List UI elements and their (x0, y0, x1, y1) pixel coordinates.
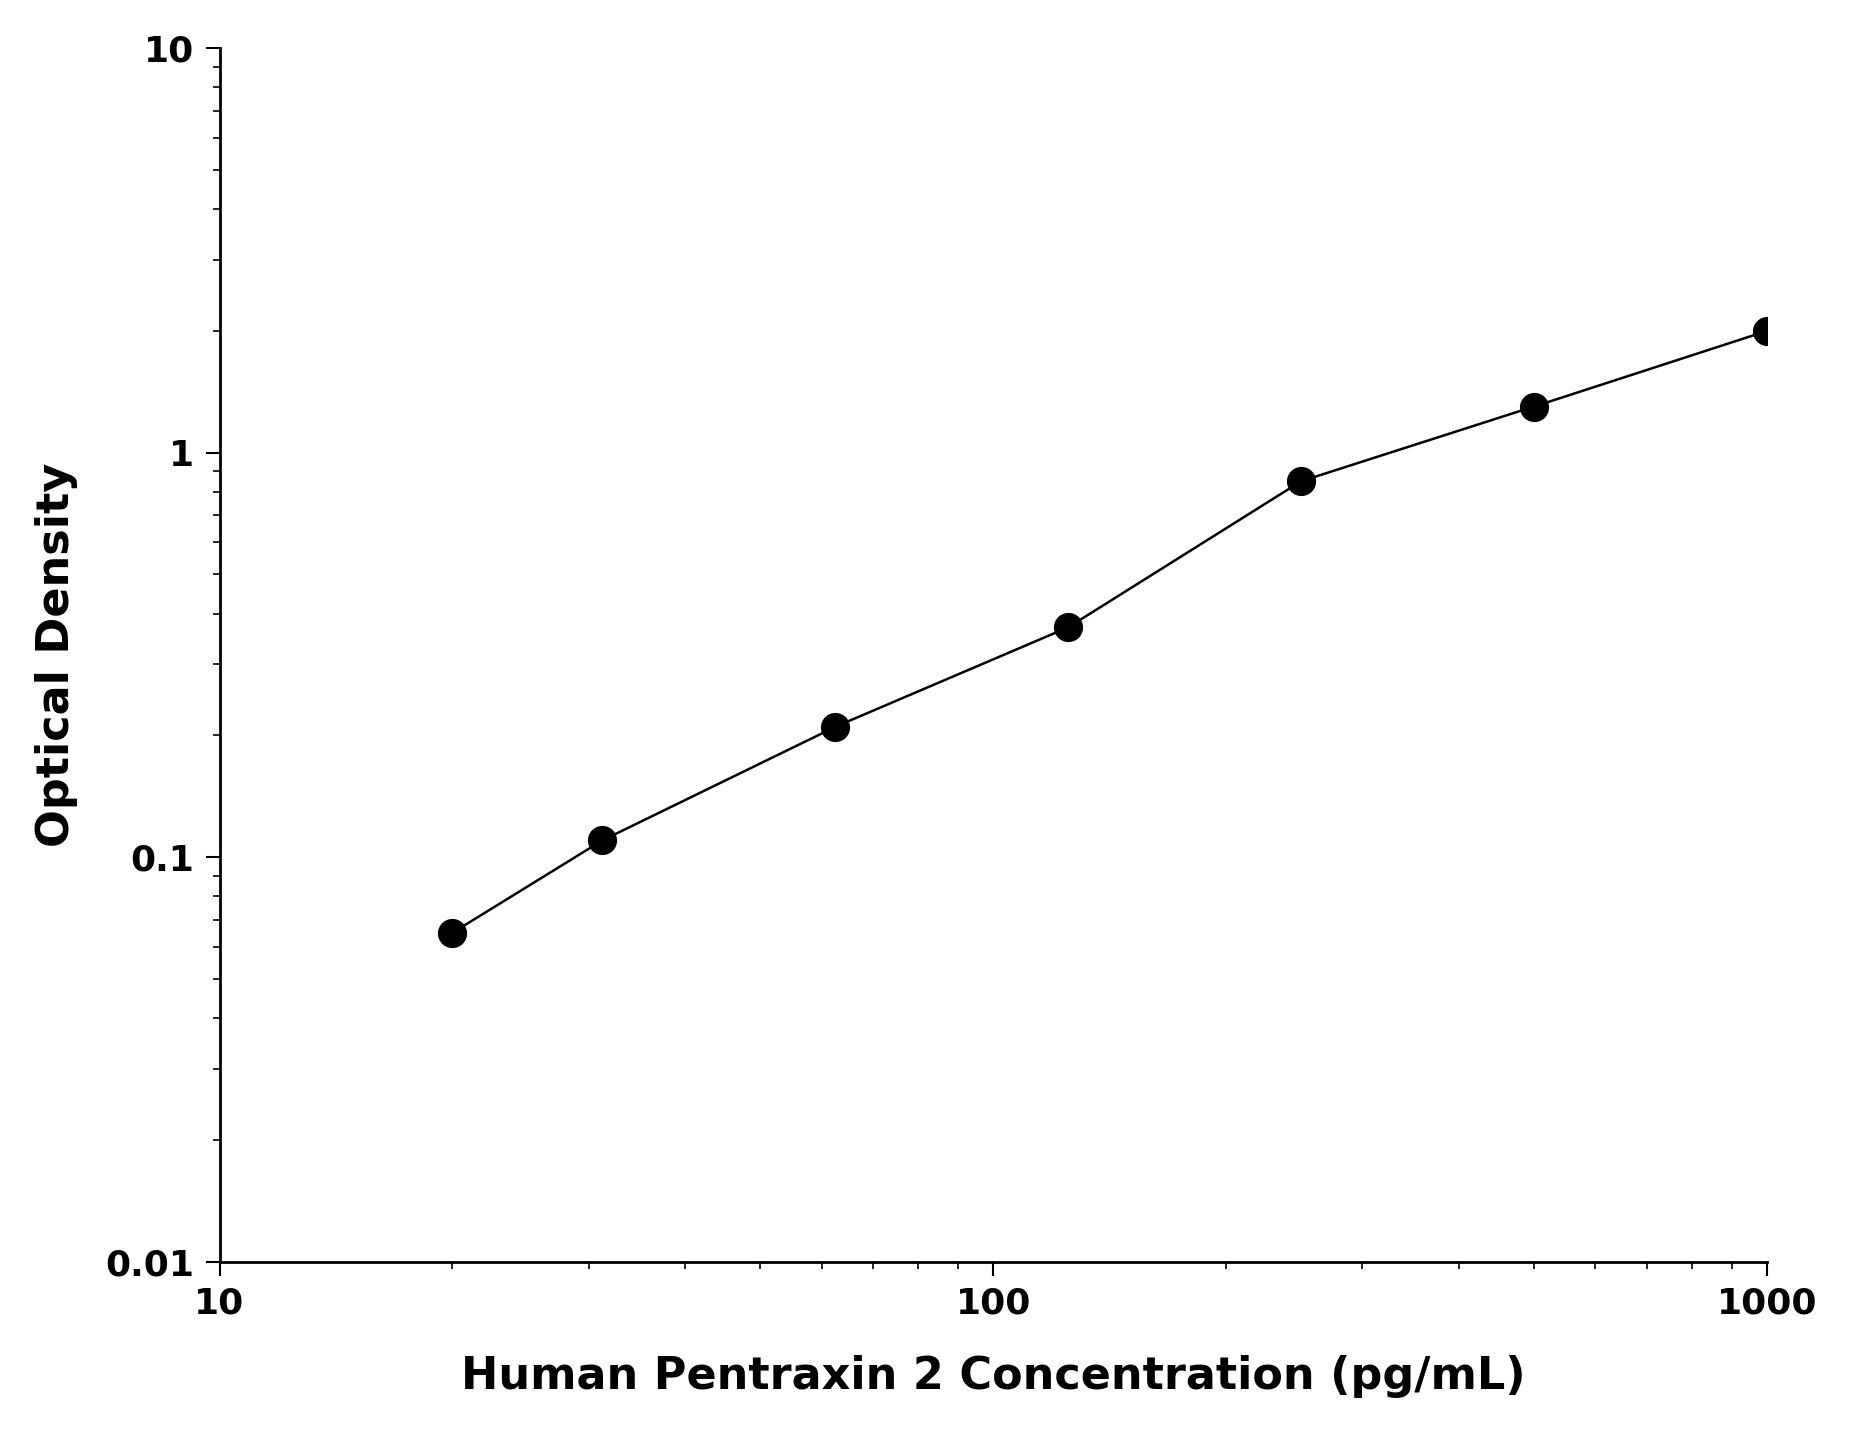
Y-axis label: Optical Density: Optical Density (35, 463, 78, 847)
X-axis label: Human Pentraxin 2 Concentration (pg/mL): Human Pentraxin 2 Concentration (pg/mL) (461, 1356, 1526, 1399)
